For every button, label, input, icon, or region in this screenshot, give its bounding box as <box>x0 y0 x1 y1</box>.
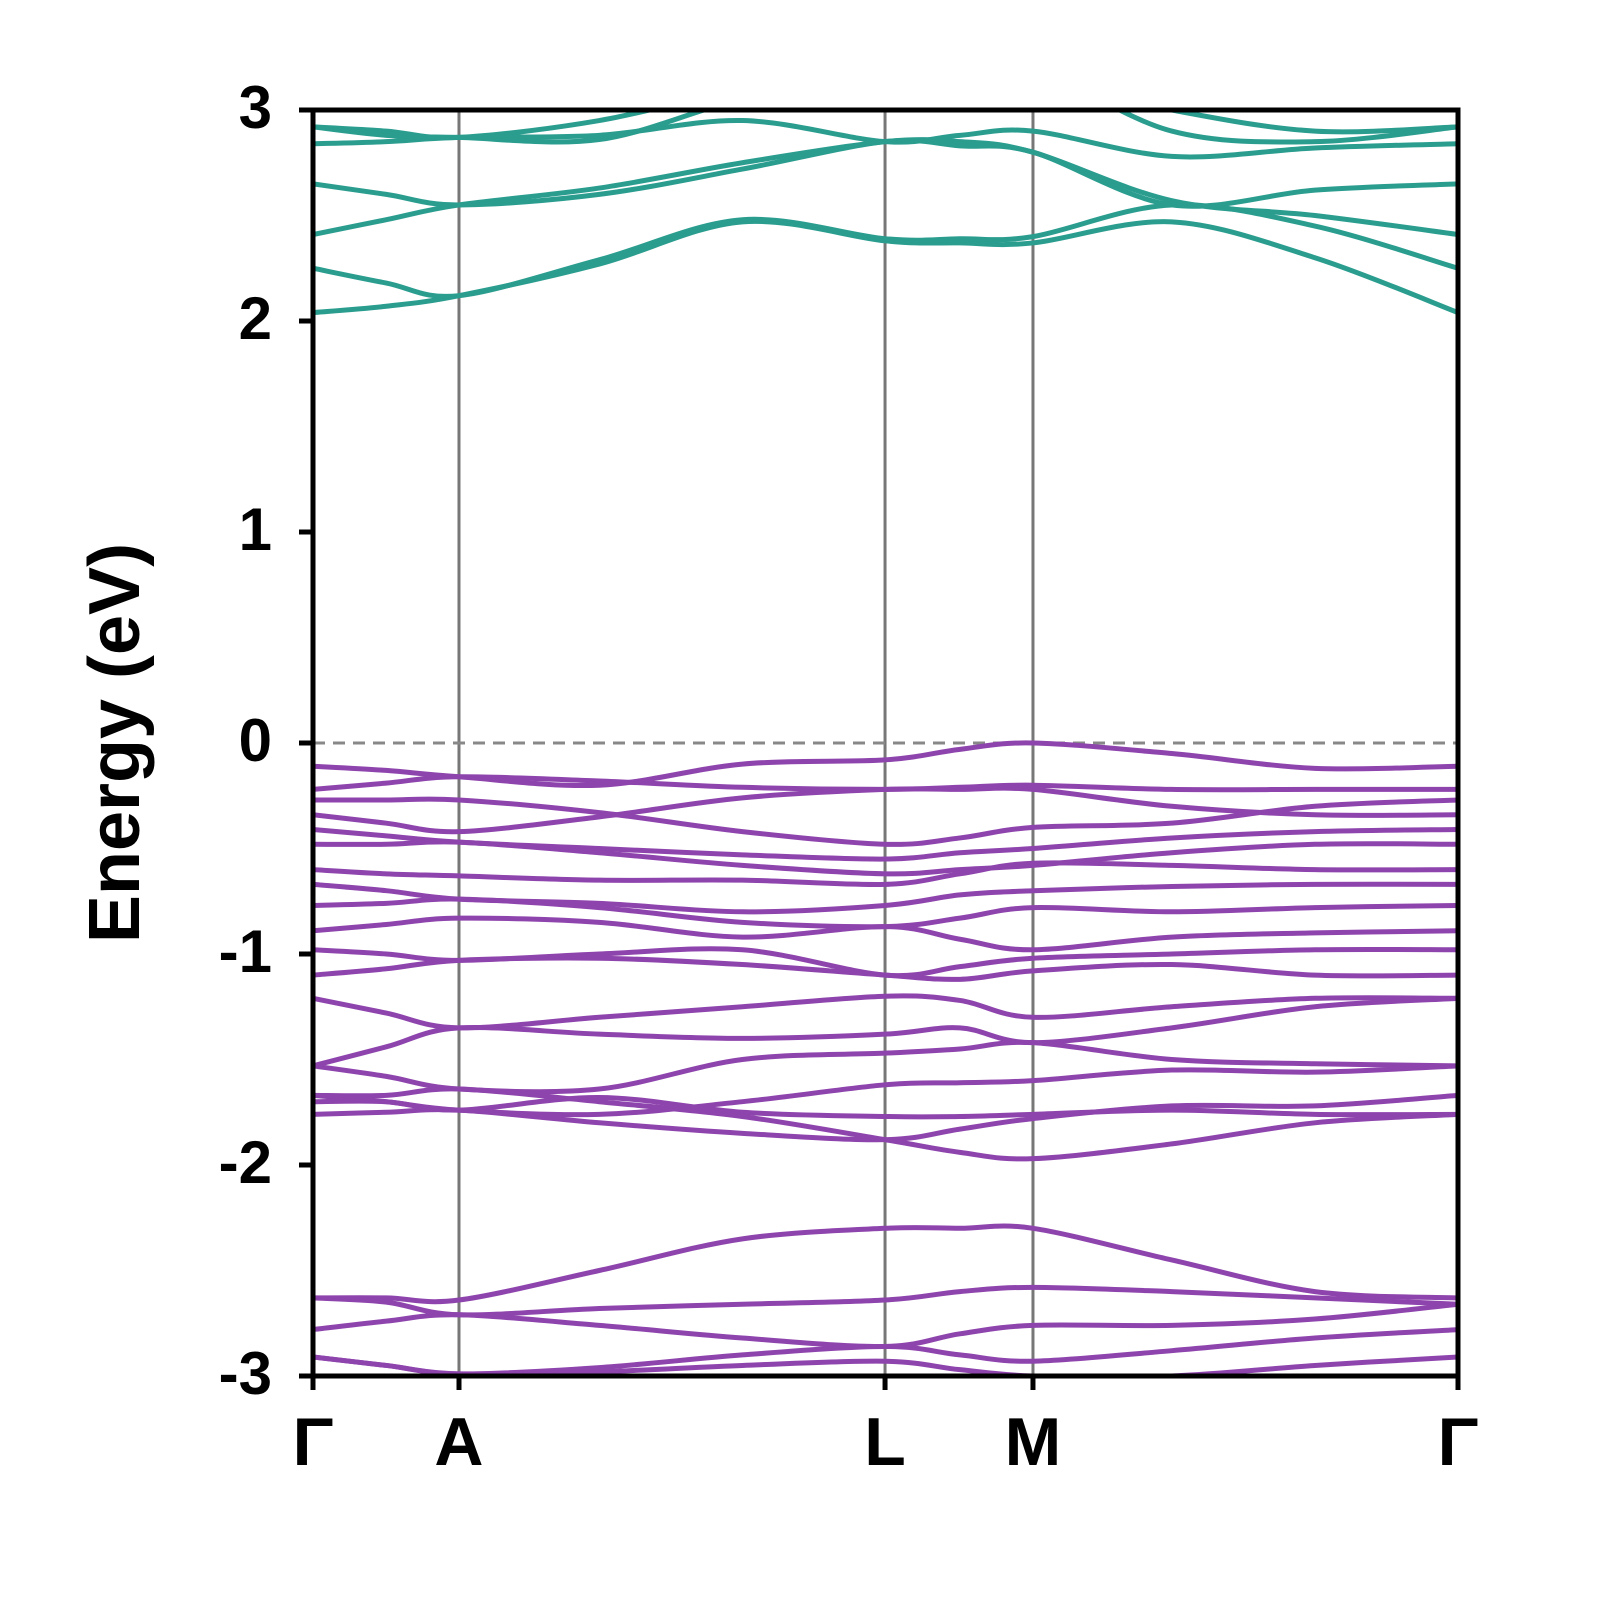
y-tick-label: -3 <box>219 1340 272 1407</box>
band <box>313 1086 1458 1162</box>
band <box>313 1094 1458 1120</box>
x-tick-label: A <box>434 1404 483 1480</box>
band <box>313 796 1458 847</box>
x-tick-label: Γ <box>1438 1404 1479 1480</box>
x-tick-label: M <box>1005 1404 1062 1480</box>
y-axis-label: Energy (eV) <box>75 543 155 943</box>
band <box>313 110 1458 145</box>
band <box>313 915 1458 953</box>
y-tick-label: 3 <box>239 74 272 141</box>
band <box>313 860 1458 888</box>
band <box>313 839 1458 877</box>
y-tick-label: -1 <box>219 918 272 985</box>
plot-frame <box>310 107 1461 1379</box>
x-tick-label: L <box>864 1404 906 1480</box>
band <box>313 1223 1458 1305</box>
y-tick-label: 1 <box>239 496 272 563</box>
y-tick-label: 0 <box>239 707 272 774</box>
band <box>313 995 1458 1069</box>
band <box>313 955 1458 982</box>
y-tick-label: -2 <box>219 1129 272 1196</box>
band <box>313 785 1458 835</box>
x-tick-label: Γ <box>293 1404 334 1480</box>
y-tick-label: 2 <box>239 285 272 352</box>
